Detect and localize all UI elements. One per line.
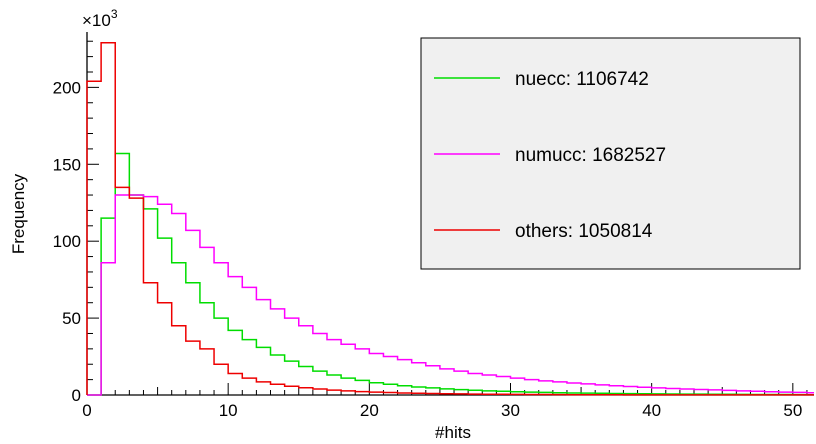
series-line-nuecc	[87, 152, 814, 396]
x-axis-title: #hits	[435, 423, 471, 442]
series-layer	[86, 42, 814, 396]
legend-label-numucc: numucc: 1682527	[515, 145, 666, 166]
y-tick-label: 50	[62, 309, 81, 328]
x-tick-label: 10	[219, 401, 238, 420]
legend: nuecc: 1106742 numucc: 1682527 others: 1…	[420, 37, 801, 270]
legend-label-others: others: 1050814	[515, 221, 653, 242]
x-tick-label: 20	[360, 401, 379, 420]
y-tick-label: 200	[53, 78, 81, 97]
series-line-others	[86, 42, 814, 396]
x-tick-label: 30	[501, 401, 520, 420]
series-line-numucc	[87, 194, 814, 396]
x-tick-label: 50	[783, 401, 802, 420]
legend-label-nuecc: nuecc: 1106742	[515, 69, 649, 90]
x-tick-label: 0	[82, 401, 91, 420]
y-axis-title: Frequency	[9, 173, 28, 254]
y-tick-label: 150	[53, 155, 81, 174]
y-multiplier-label: ×103	[82, 7, 118, 30]
y-multiplier-exponent: 3	[111, 7, 118, 21]
ticks-layer: 0 10 20 30 40 50 0 50 100 150 200	[53, 40, 808, 420]
x-tick-label: 40	[642, 401, 661, 420]
y-tick-label: 0	[72, 386, 81, 405]
y-tick-label: 100	[53, 232, 81, 251]
